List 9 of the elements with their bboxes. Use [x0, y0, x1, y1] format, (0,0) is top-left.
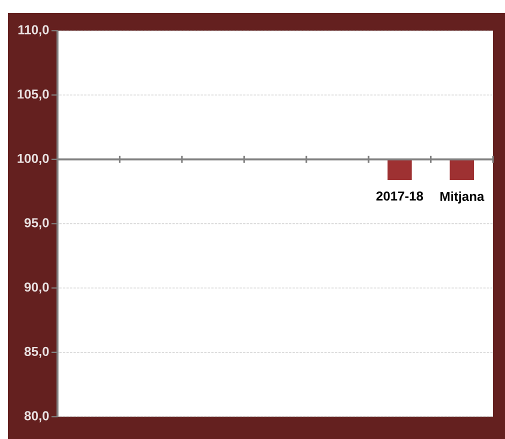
- y-tick-label: 110,0: [18, 25, 49, 36]
- y-tick-label: 80,0: [24, 411, 49, 422]
- y-tick-label: 105,0: [18, 90, 49, 101]
- y-tick-label: 100,0: [18, 154, 49, 165]
- y-tick-label: 85,0: [24, 346, 49, 358]
- y-tick-label: 95,0: [24, 218, 49, 230]
- x-tick-label: 2017-18: [376, 191, 424, 201]
- x-tick-label: Mitjana: [440, 191, 484, 204]
- y-tick-label: 90,0: [24, 282, 49, 294]
